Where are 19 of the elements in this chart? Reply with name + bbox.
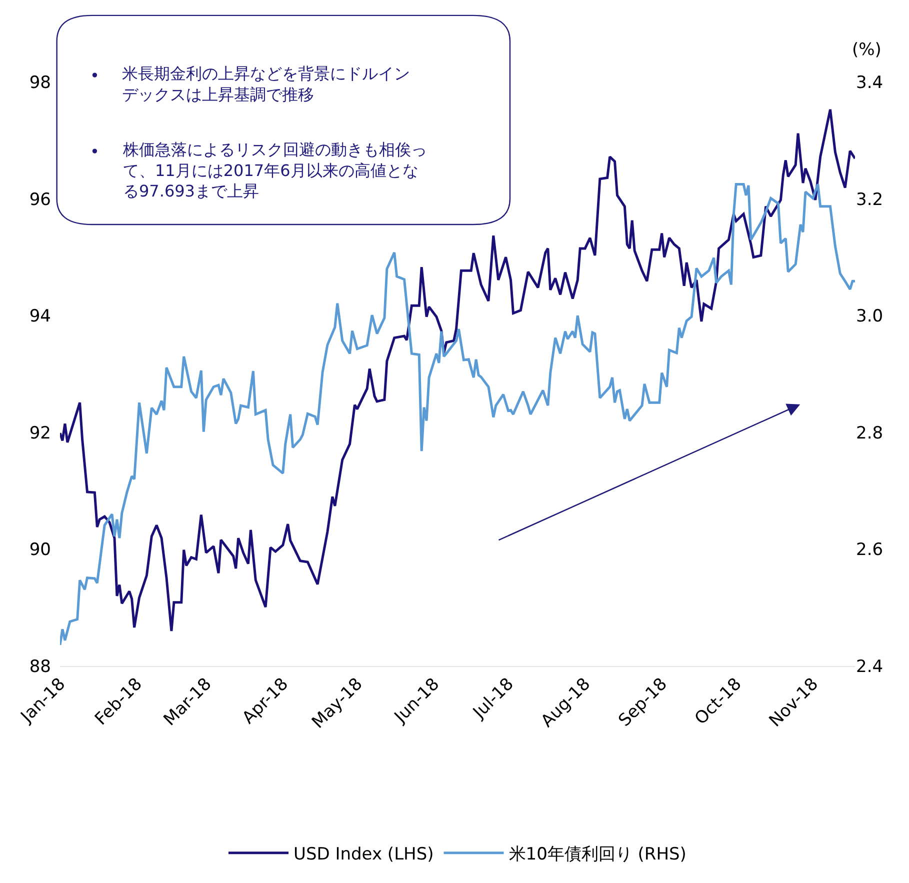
y2-tick-label: 2.6 <box>856 540 884 560</box>
y2-tick-label: 2.8 <box>856 423 884 444</box>
legend-label: USD Index (LHS) <box>294 844 434 865</box>
y2-tick-label: 2.4 <box>856 656 884 677</box>
y-tick-label: 90 <box>29 540 51 560</box>
y2-tick-label: 3.4 <box>856 72 884 93</box>
text: • 株価急落によるリスク回避の動きも相俟って、11月には2017年6月以来の高値となる97.693まで上昇 <box>90 140 427 201</box>
y-tick-label: 96 <box>29 190 51 210</box>
y-tick-label: 88 <box>29 656 51 677</box>
text: • 米長期金利の上昇などを背景にドルインデックスは上昇基調で推移 <box>90 64 410 104</box>
y-tick-label: 92 <box>29 423 51 444</box>
line-series <box>60 108 855 632</box>
legend-label: 米10年債利回り (RHS) <box>508 844 686 865</box>
y2-tick-label: 3.0 <box>856 306 884 327</box>
line-series <box>60 182 855 646</box>
y-tick-label: 94 <box>29 306 51 327</box>
y2-axis-title: (%) <box>852 40 882 60</box>
y2-tick-label: 3.2 <box>856 190 884 210</box>
y-tick-label: 98 <box>29 72 51 93</box>
